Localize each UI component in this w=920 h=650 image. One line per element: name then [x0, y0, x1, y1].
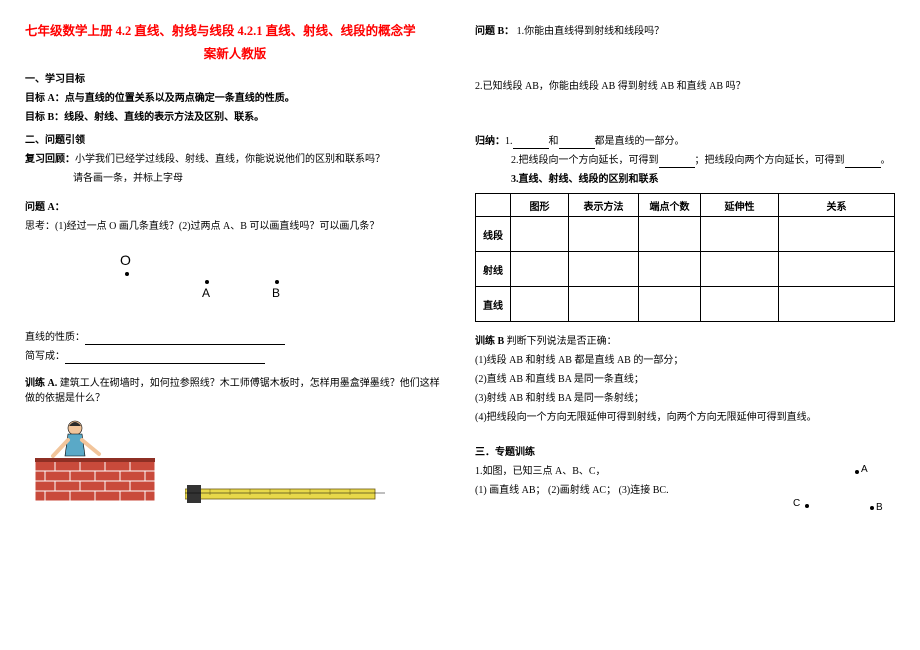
question-a-heading: 问题 A： — [25, 200, 445, 215]
table-row: 直线 — [476, 287, 895, 322]
table-cell — [511, 287, 569, 322]
comparison-table: 图形 表示方法 端点个数 延伸性 关系 线段 射线 直线 — [475, 193, 895, 322]
table-cell — [639, 252, 701, 287]
point-a-label: A — [202, 286, 210, 300]
table-h-5: 关系 — [779, 194, 895, 217]
train-b-3: (3)射线 AB 和射线 BA 是同一条射线； — [475, 391, 895, 406]
question-b-1-text: 1.你能由直线得到射线和线段吗？ — [517, 26, 665, 37]
guina-blank-2 — [559, 137, 595, 149]
guina-1a: 1. — [505, 136, 513, 147]
table-cell — [701, 217, 779, 252]
tri-a-dot — [855, 470, 859, 474]
table-cell — [779, 217, 895, 252]
train-a-heading: 训练 A. — [25, 378, 57, 389]
guina-3: 3.直线、射线、线段的区别和联系 — [511, 172, 895, 187]
train-a-text: 建筑工人在砌墙时，如何拉参照线？木工师傅锯木板时，怎样用墨盒弹墨线？他们这样做的… — [25, 378, 440, 404]
section-1-heading: 一、学习目标 — [25, 72, 445, 87]
tri-a-label: A — [861, 464, 868, 475]
line-short-label: 简写成： — [25, 351, 65, 362]
train-b-4: (4)把线段向一个方向无限延伸可得到射线，向两个方向无限延伸可得到直线。 — [475, 410, 895, 425]
line-property: 直线的性质： — [25, 330, 445, 345]
review-label: 复习回顾： — [25, 154, 75, 165]
question-b-2: 2.已知线段 AB，你能由线段 AB 得到射线 AB 和直线 AB 吗？ — [475, 79, 895, 94]
triangle-diagram: A B C — [775, 464, 895, 524]
line-property-label: 直线的性质： — [25, 332, 85, 343]
review-line: 复习回顾：小学我们已经学过线段、射线、直线，你能说说他们的区别和联系吗？ — [25, 152, 445, 167]
table-h-1: 图形 — [511, 194, 569, 217]
table-cell — [569, 252, 639, 287]
doc-title-line2: 案新人教版 — [25, 43, 445, 62]
train-b: 训练 B 判断下列说法是否正确： — [475, 334, 895, 349]
goal-b: 目标 B：线段、射线、直线的表示方法及区别、联系。 — [25, 110, 445, 125]
question-b-1: 问题 B： 1.你能由直线得到射线和线段吗？ — [475, 24, 895, 39]
table-cell — [701, 252, 779, 287]
table-h-4: 延伸性 — [701, 194, 779, 217]
tri-c-label: C — [793, 498, 800, 509]
tri-b-dot — [870, 506, 874, 510]
points-diagram: O A B — [25, 242, 445, 322]
table-cell — [639, 287, 701, 322]
table-cell — [701, 287, 779, 322]
train-b-1: (1)线段 AB 和射线 AB 都是直线 AB 的一部分； — [475, 353, 895, 368]
bricklayer-svg — [25, 416, 165, 506]
goal-a: 目标 A：点与直线的位置关系以及两点确定一条直线的性质。 — [25, 91, 445, 106]
table-h-3: 端点个数 — [639, 194, 701, 217]
table-cell — [779, 287, 895, 322]
train-b-2: (2)直线 AB 和直线 BA 是同一条直线； — [475, 372, 895, 387]
point-b-dot — [275, 280, 279, 284]
table-row-3-h: 直线 — [476, 287, 511, 322]
table-row-1-h: 线段 — [476, 217, 511, 252]
review-line2: 请各画一条，并标上字母 — [73, 171, 445, 186]
guina-2c: 。 — [881, 155, 891, 166]
guina-blank-1 — [513, 137, 549, 149]
left-column: 七年级数学上册 4.2 直线、射线与线段 4.2.1 直线、射线、线段的概念学 … — [25, 20, 445, 630]
point-o-dot — [125, 272, 129, 276]
train-b-lead: 判断下列说法是否正确： — [507, 336, 617, 347]
section-3-heading: 三．专题训练 — [475, 445, 895, 460]
train-b-heading: 训练 B — [475, 336, 504, 347]
ruler-svg — [185, 481, 385, 506]
line-property-blank — [85, 332, 285, 345]
point-o-label: O — [120, 252, 131, 268]
table-row-2-h: 射线 — [476, 252, 511, 287]
table-cell — [511, 217, 569, 252]
guina-1: 归纳：1. 和 都是直线的一部分。 — [475, 134, 895, 149]
tri-c-dot — [805, 504, 809, 508]
guina-blank-3 — [659, 156, 695, 168]
question-a-text: 思考：(1)经过一点 O 画几条直线？(2)过两点 A、B 可以画直线吗？可以画… — [25, 219, 445, 234]
table-cell — [779, 252, 895, 287]
point-a-dot — [205, 280, 209, 284]
train-a: 训练 A. 建筑工人在砌墙时，如何拉参照线？木工师傅锯木板时，怎样用墨盒弹墨线？… — [25, 376, 445, 406]
guina-blank-4 — [845, 156, 881, 168]
table-cell — [569, 287, 639, 322]
line-short-blank — [65, 351, 265, 364]
table-cell — [639, 217, 701, 252]
question-b-heading: 问题 B： — [475, 26, 514, 37]
review-text: 小学我们已经学过线段、射线、直线，你能说说他们的区别和联系吗？ — [75, 154, 385, 165]
guina-2b: ；把线段向两个方向延长，可得到 — [695, 155, 845, 166]
table-h-2: 表示方法 — [569, 194, 639, 217]
section-2-heading: 二、问题引领 — [25, 133, 445, 148]
point-b-label: B — [272, 286, 280, 300]
table-cell — [511, 252, 569, 287]
table-h-0 — [476, 194, 511, 217]
doc-title-line1: 七年级数学上册 4.2 直线、射线与线段 4.2.1 直线、射线、线段的概念学 — [25, 20, 445, 39]
guina-2: 2.把线段向一个方向延长，可得到 ；把线段向两个方向延长，可得到 。 — [511, 153, 895, 168]
table-header-row: 图形 表示方法 端点个数 延伸性 关系 — [476, 194, 895, 217]
tri-b-label: B — [876, 502, 883, 513]
guina-1c: 都是直线的一部分。 — [595, 136, 685, 147]
guina-1b: 和 — [549, 136, 559, 147]
guina-2a: 2.把线段向一个方向延长，可得到 — [511, 155, 659, 166]
right-column: 问题 B： 1.你能由直线得到射线和线段吗？ 2.已知线段 AB，你能由线段 A… — [475, 20, 895, 630]
carpenter-illustration — [25, 416, 445, 506]
guina-heading: 归纳： — [475, 136, 505, 147]
table-row: 线段 — [476, 217, 895, 252]
table-cell — [569, 217, 639, 252]
table-row: 射线 — [476, 252, 895, 287]
line-short: 简写成： — [25, 349, 445, 364]
